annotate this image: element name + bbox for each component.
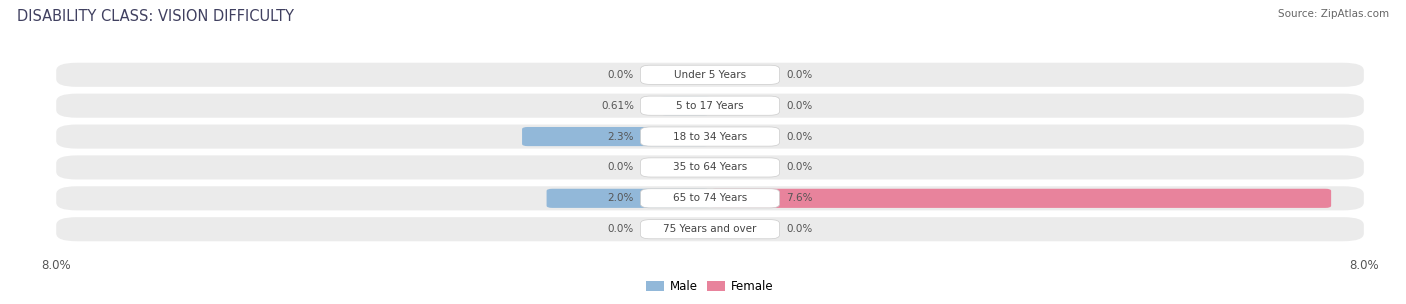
Text: 7.6%: 7.6% (786, 193, 813, 203)
Text: 0.61%: 0.61% (600, 101, 634, 111)
Text: 0.0%: 0.0% (607, 224, 634, 234)
Text: 2.3%: 2.3% (607, 132, 634, 142)
FancyBboxPatch shape (56, 155, 1364, 179)
FancyBboxPatch shape (641, 158, 779, 177)
Text: 5 to 17 Years: 5 to 17 Years (676, 101, 744, 111)
Text: 2.0%: 2.0% (607, 193, 634, 203)
FancyBboxPatch shape (661, 96, 710, 115)
FancyBboxPatch shape (641, 96, 779, 115)
Text: 65 to 74 Years: 65 to 74 Years (673, 193, 747, 203)
Text: 0.0%: 0.0% (786, 70, 813, 80)
Text: 0.0%: 0.0% (607, 162, 634, 172)
FancyBboxPatch shape (56, 63, 1364, 87)
FancyBboxPatch shape (56, 125, 1364, 149)
FancyBboxPatch shape (641, 189, 779, 208)
FancyBboxPatch shape (710, 189, 1331, 208)
FancyBboxPatch shape (56, 94, 1364, 118)
Text: 0.0%: 0.0% (786, 132, 813, 142)
Text: 35 to 64 Years: 35 to 64 Years (673, 162, 747, 172)
Text: Under 5 Years: Under 5 Years (673, 70, 747, 80)
Text: 0.0%: 0.0% (607, 70, 634, 80)
FancyBboxPatch shape (641, 127, 779, 146)
FancyBboxPatch shape (547, 189, 710, 208)
Text: 75 Years and over: 75 Years and over (664, 224, 756, 234)
Text: 0.0%: 0.0% (786, 162, 813, 172)
FancyBboxPatch shape (56, 186, 1364, 210)
Text: Source: ZipAtlas.com: Source: ZipAtlas.com (1278, 9, 1389, 19)
FancyBboxPatch shape (641, 65, 779, 85)
Text: 0.0%: 0.0% (786, 101, 813, 111)
Text: DISABILITY CLASS: VISION DIFFICULTY: DISABILITY CLASS: VISION DIFFICULTY (17, 9, 294, 24)
FancyBboxPatch shape (56, 217, 1364, 241)
FancyBboxPatch shape (641, 219, 779, 239)
FancyBboxPatch shape (522, 127, 710, 146)
Legend: Male, Female: Male, Female (641, 275, 779, 298)
Text: 18 to 34 Years: 18 to 34 Years (673, 132, 747, 142)
Text: 0.0%: 0.0% (786, 224, 813, 234)
